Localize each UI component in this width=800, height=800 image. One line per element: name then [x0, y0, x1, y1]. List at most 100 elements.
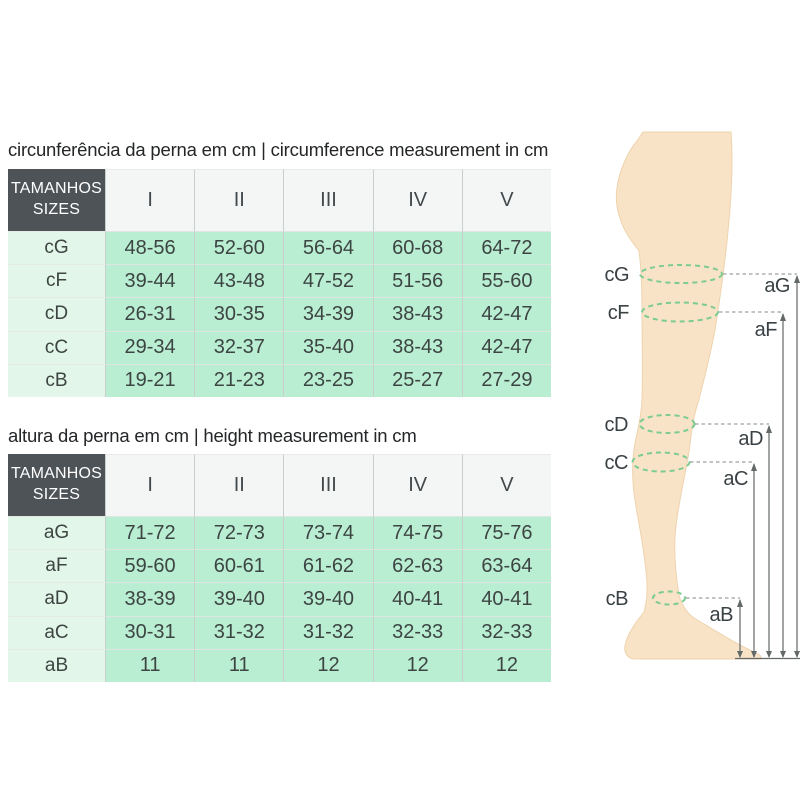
column-header-ii: II [194, 454, 284, 516]
ad-label: aD [738, 428, 763, 450]
sizes-header-line1: TAMANHOS [10, 180, 103, 198]
table-cell: 61-62 [283, 549, 373, 583]
table-cell: 38-43 [372, 330, 462, 364]
cf-measure-ellipse [641, 301, 719, 323]
row-label-ab: aB [8, 648, 105, 682]
table-cell: 60-61 [194, 549, 284, 583]
table-cell: 39-44 [105, 264, 195, 298]
sizes-header-line2: SIZES [32, 486, 81, 503]
table-cell: 55-60 [461, 264, 551, 298]
column-header-v: V [461, 169, 551, 231]
table-cell: 25-27 [372, 363, 462, 397]
table-cell: 31-32 [194, 615, 284, 649]
table-cell: 51-56 [372, 264, 462, 298]
row-label-cd: cD [8, 297, 105, 331]
table-cell: 59-60 [105, 549, 195, 583]
table-cell: 21-23 [194, 363, 284, 397]
row-label-ad: aD [8, 582, 105, 616]
table-cell: 39-40 [194, 582, 284, 616]
row-label-cb: cB [8, 363, 105, 397]
cc-label: cC [605, 452, 629, 474]
table-cell: 32-33 [372, 615, 462, 649]
circumference-table: TAMANHOS SIZES I II III IV V cG 48-56 52… [8, 169, 551, 397]
ad-height-arrow [766, 425, 772, 658]
cd-label: cD [605, 414, 629, 436]
row-label-cf: cF [8, 264, 105, 298]
table-cell: 11 [194, 648, 284, 682]
sizes-header-line1: TAMANHOS [10, 465, 103, 483]
table-cell: 12 [372, 648, 462, 682]
table-cell: 40-41 [372, 582, 462, 616]
table-cell: 72-73 [194, 516, 284, 550]
table-cell: 38-43 [372, 297, 462, 331]
table-cell: 23-25 [283, 363, 373, 397]
column-header-iv: IV [372, 169, 462, 231]
ag-height-arrow [794, 275, 800, 658]
cb-measure-ellipse [652, 590, 686, 606]
column-header-i: I [105, 454, 195, 516]
table-cell: 30-31 [105, 615, 195, 649]
height-table: TAMANHOS SIZES I II III IV V aG 71-72 72… [8, 454, 551, 682]
row-label-cg: cG [8, 231, 105, 265]
ab-height-arrow [737, 599, 743, 658]
table-cell: 63-64 [461, 549, 551, 583]
table-cell: 42-47 [461, 297, 551, 331]
table-cell: 31-32 [283, 615, 373, 649]
cb-label: cB [606, 588, 629, 610]
table-cell: 26-31 [105, 297, 195, 331]
table-cell: 29-34 [105, 330, 195, 364]
table-cell: 12 [283, 648, 373, 682]
table-cell: 48-56 [105, 231, 195, 265]
sizes-header-cell: TAMANHOS SIZES [8, 169, 105, 231]
table-cell: 38-39 [105, 582, 195, 616]
table-cell: 43-48 [194, 264, 284, 298]
height-table-title: altura da perna em cm | height measureme… [8, 425, 417, 446]
cg-measure-ellipse [639, 264, 723, 284]
column-header-iv: IV [372, 454, 462, 516]
sizes-header-line2: SIZES [32, 201, 81, 218]
cd-measure-ellipse [638, 414, 696, 434]
table-cell: 32-33 [461, 615, 551, 649]
ab-label: aB [710, 604, 734, 626]
table-cell: 11 [105, 648, 195, 682]
ac-label: aC [723, 468, 748, 490]
table-cell: 62-63 [372, 549, 462, 583]
af-height-arrow [780, 313, 786, 658]
row-label-ag: aG [8, 516, 105, 550]
row-label-af: aF [8, 549, 105, 583]
ag-label: aG [764, 275, 790, 297]
table-cell: 30-35 [194, 297, 284, 331]
table-cell: 75-76 [461, 516, 551, 550]
row-label-ac: aC [8, 615, 105, 649]
table-cell: 71-72 [105, 516, 195, 550]
table-cell: 60-68 [372, 231, 462, 265]
ac-height-arrow [751, 463, 757, 658]
table-cell: 34-39 [283, 297, 373, 331]
table-cell: 32-37 [194, 330, 284, 364]
cg-label: cG [604, 264, 629, 286]
af-label: aF [755, 319, 778, 341]
cf-label: cF [608, 302, 630, 324]
table-cell: 39-40 [283, 582, 373, 616]
table-cell: 52-60 [194, 231, 284, 265]
table-cell: 47-52 [283, 264, 373, 298]
table-cell: 64-72 [461, 231, 551, 265]
leg-silhouette [615, 131, 762, 660]
column-header-ii: II [194, 169, 284, 231]
sizes-header-cell: TAMANHOS SIZES [8, 454, 105, 516]
table-cell: 56-64 [283, 231, 373, 265]
table-cell: 42-47 [461, 330, 551, 364]
column-header-iii: III [283, 454, 373, 516]
column-header-iii: III [283, 169, 373, 231]
table-cell: 40-41 [461, 582, 551, 616]
column-header-v: V [461, 454, 551, 516]
table-cell: 27-29 [461, 363, 551, 397]
circumference-table-title: circunferência da perna em cm | circumfe… [8, 139, 549, 160]
row-label-cc: cC [8, 330, 105, 364]
table-cell: 74-75 [372, 516, 462, 550]
table-cell: 73-74 [283, 516, 373, 550]
column-header-i: I [105, 169, 195, 231]
leg-measurement-illustration: cG cF cD cC cB aG aF aD aC aB [604, 131, 800, 660]
table-cell: 19-21 [105, 363, 195, 397]
